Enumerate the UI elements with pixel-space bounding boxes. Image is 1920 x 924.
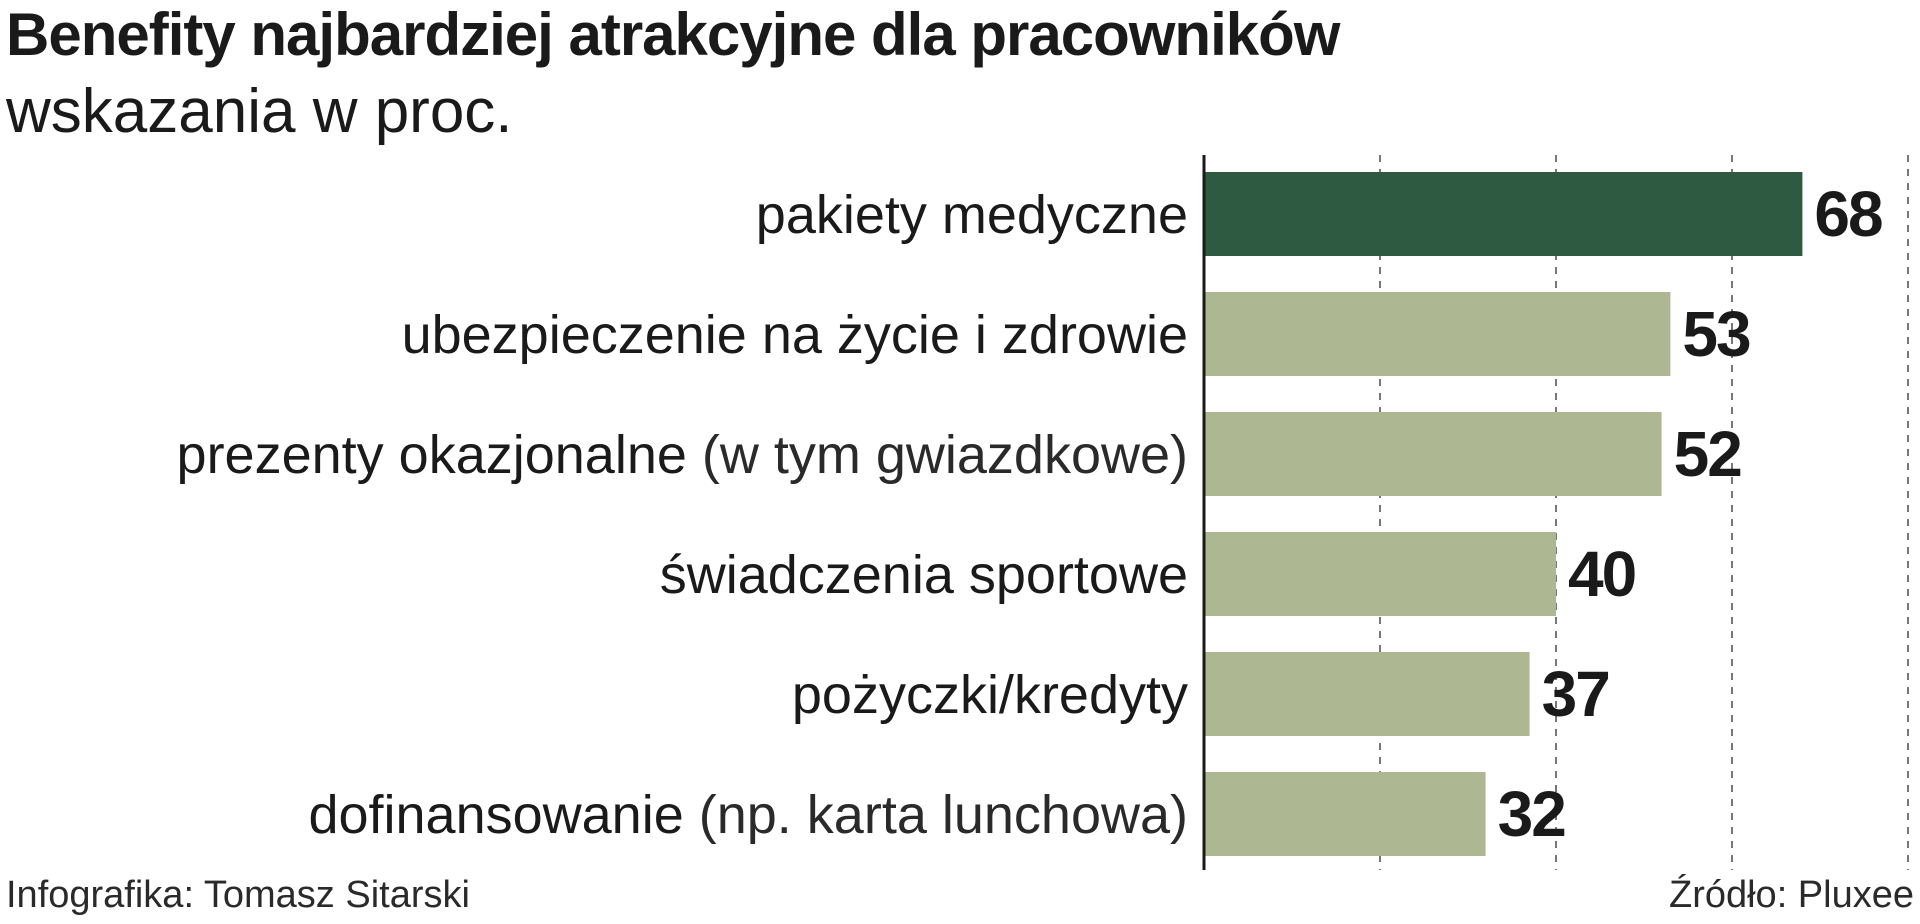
category-label: świadczenia sportowe bbox=[660, 545, 1188, 605]
value-label: 53 bbox=[1682, 298, 1750, 370]
category-label: pakiety medyczne bbox=[756, 185, 1188, 245]
source-text: Źródło: Pluxee bbox=[1668, 874, 1914, 916]
bar bbox=[1204, 532, 1556, 616]
category-label: prezenty okazjonalne (w tym gwiazdkowe) bbox=[177, 425, 1188, 485]
chart-title: Benefity najbardziej atrakcyjne dla prac… bbox=[6, 1, 1340, 68]
category-label: ubezpieczenie na życie i zdrowie bbox=[402, 305, 1188, 365]
bar bbox=[1204, 292, 1671, 376]
value-label: 68 bbox=[1814, 178, 1882, 250]
credit-text: Infografika: Tomasz Sitarski bbox=[6, 874, 470, 916]
category-label: dofinansowanie (np. karta lunchowa) bbox=[308, 785, 1188, 845]
value-label: 40 bbox=[1568, 538, 1635, 610]
category-label: pożyczki/kredyty bbox=[792, 665, 1188, 725]
bar bbox=[1204, 652, 1530, 736]
bar bbox=[1204, 772, 1486, 856]
bar bbox=[1204, 172, 1803, 256]
value-label: 37 bbox=[1542, 658, 1609, 730]
value-label: 32 bbox=[1498, 778, 1566, 850]
value-label: 52 bbox=[1674, 418, 1742, 490]
bar bbox=[1204, 412, 1662, 496]
chart-subtitle: wskazania w proc. bbox=[6, 77, 513, 146]
